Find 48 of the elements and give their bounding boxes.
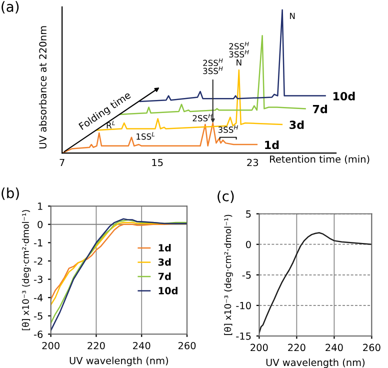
y-axis-title: UV absorbance at 220nm xyxy=(38,26,46,148)
series-label: 1d xyxy=(265,140,279,150)
annotation: 2SS$^{H}$ xyxy=(192,114,212,122)
x-tick-label: 220 xyxy=(88,342,105,350)
x-tick-label: 200 xyxy=(42,342,60,350)
y-axis-title: [θ] x10⁻³ (deg·cm²·dmol⁻¹) xyxy=(224,214,233,335)
legend-label: 7d xyxy=(158,272,171,280)
y-tick-label: -4 xyxy=(34,294,43,302)
annotation: 2SS$^{H}$ 3SS$^{H}$ N xyxy=(229,42,249,66)
annotation: 3SS$^{H}$ xyxy=(218,125,238,133)
y-tick-label: 1 xyxy=(38,202,42,210)
y-tick-label: -10 xyxy=(236,302,251,310)
annotation: N xyxy=(290,12,295,19)
y-tick-label: -5 xyxy=(34,312,42,320)
x-axis-title: UV wavelength (nm) xyxy=(266,358,365,368)
x-tick-label: 240 xyxy=(326,344,343,352)
y-tick-label: 5 xyxy=(246,210,251,218)
chart-title: (b) xyxy=(2,188,19,200)
y-tick-label: 0 xyxy=(38,220,43,228)
annotation: 1SS$^{L}$ xyxy=(136,132,155,140)
x-tick-label: 200 xyxy=(250,344,268,352)
legend-label: 10d xyxy=(158,286,178,294)
series-label: 3d xyxy=(290,120,304,130)
y-tick-label: -15 xyxy=(236,332,251,340)
x-tick-label: 23 xyxy=(247,158,258,166)
line-series xyxy=(259,232,372,334)
y-tick-label: -6 xyxy=(34,330,43,338)
x-axis-title: UV wavelength (nm) xyxy=(70,356,168,366)
legend-label: 3d xyxy=(158,258,171,266)
annotation: 2SS$^{H}$ 3SS$^{H}$ xyxy=(203,58,223,74)
x-tick-label: 260 xyxy=(363,344,380,352)
chart-title: (c) xyxy=(218,190,234,203)
x-tick-label: 15 xyxy=(152,158,163,166)
x-axis-title: Retention time (min) xyxy=(270,155,370,164)
x-tick-label: 220 xyxy=(288,344,306,352)
x-tick-label: 240 xyxy=(133,342,150,350)
series-label: 7d xyxy=(312,104,327,114)
series-label: 10d xyxy=(333,92,355,100)
y-tick-label: 0 xyxy=(246,240,251,248)
legend-label: 1d xyxy=(158,244,171,252)
y-tick-label: -1 xyxy=(34,239,42,246)
chart-title: (a) xyxy=(2,1,19,14)
x-tick-label: 7 xyxy=(60,158,64,166)
y-tick-label: -2 xyxy=(34,257,42,265)
x-tick-label: 260 xyxy=(178,342,196,350)
y-axis-title: [θ] x10⁻³ (deg·cm²·dmol⁻¹) xyxy=(22,210,31,330)
y-tick-label: -5 xyxy=(242,272,251,279)
y-tick-label: -3 xyxy=(34,276,42,284)
